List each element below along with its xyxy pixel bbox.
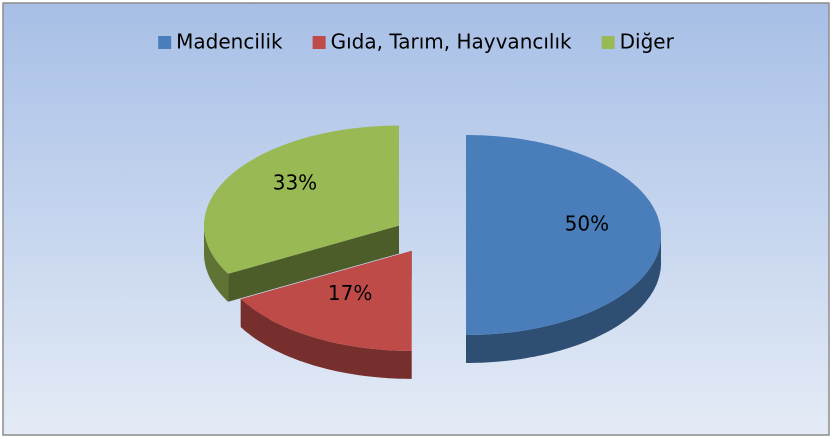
pie: 33% 17% 50%: [204, 125, 661, 379]
slice-side: [240, 299, 412, 379]
slice: [204, 125, 399, 274]
legend: Madencilik Gıda, Tarım, Hayvancılık Diğer: [158, 30, 675, 54]
slice: [240, 250, 412, 351]
slice-face: [228, 225, 399, 302]
chart-area: [2, 2, 830, 436]
slice-side: [466, 235, 661, 363]
legend-swatch: [158, 36, 172, 49]
data-label: 50%: [565, 212, 609, 236]
legend-label: Madencilik: [176, 30, 283, 54]
legend-swatch: [601, 36, 615, 49]
slice-side: [204, 225, 229, 302]
slice: [466, 135, 661, 335]
legend-label: Gıda, Tarım, Hayvancılık: [331, 30, 572, 54]
legend-label: Diğer: [620, 30, 675, 54]
data-label: 17%: [328, 281, 372, 305]
data-label: 33%: [273, 171, 317, 195]
legend-swatch: [312, 36, 326, 49]
